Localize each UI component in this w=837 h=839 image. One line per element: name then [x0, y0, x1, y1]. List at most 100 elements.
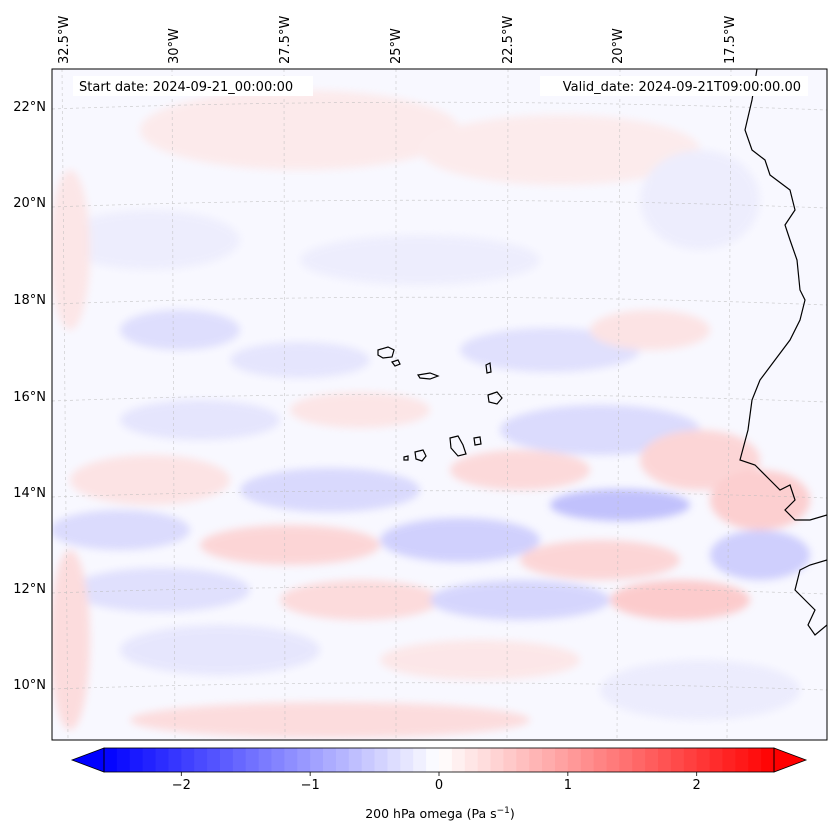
lat-label: 22°N	[13, 100, 46, 115]
cape-verde-santiago	[449, 435, 467, 457]
colorbar-segment	[761, 748, 775, 772]
lon-label: 17.5°W	[723, 16, 738, 64]
colorbar-segment	[142, 748, 157, 772]
colorbar-segment	[503, 748, 517, 772]
colorbar-segment	[271, 748, 285, 772]
colorbar-segment	[542, 748, 556, 772]
graticule	[52, 69, 827, 740]
colorbar-segment	[361, 748, 376, 772]
colorbar-segment	[245, 748, 260, 772]
valid-date-box	[540, 76, 808, 96]
colorbar-segment	[426, 748, 440, 772]
colorbar-segment	[735, 748, 749, 772]
colorbar-tick-label: 2	[693, 778, 701, 793]
colorbar-segment	[116, 748, 131, 772]
colorbar-label-exponent: −1	[496, 806, 510, 816]
lon-label: 20°W	[611, 28, 626, 64]
cape-verde-santo-antao	[377, 346, 395, 359]
colorbar-segment	[658, 748, 672, 772]
cape-verde-boa-vista	[487, 391, 503, 405]
colorbar-tick-label: 1	[564, 778, 572, 793]
lat-label: 16°N	[13, 390, 46, 405]
colorbar-max-extension	[773, 747, 808, 773]
longitude-labels: 32.5°W 30°W 27.5°W 25°W 22.5°W 20°W 17.5…	[57, 16, 738, 64]
colorbar-segment	[374, 748, 389, 772]
lat-label: 14°N	[13, 486, 46, 501]
cape-verde-sal	[485, 362, 492, 374]
map-panel: Start date: 2024-09-21_00:00:00 Valid_da…	[52, 69, 827, 740]
colorbar-segment	[529, 748, 543, 772]
colorbar-segment	[709, 748, 724, 772]
lat-label: 10°N	[13, 678, 46, 693]
colorbar-segment	[168, 748, 182, 772]
lon-label: 22.5°W	[501, 16, 516, 64]
colorbar-segment	[284, 748, 298, 772]
valid-date-text: Valid_date: 2024-09-21T09:00:00.00	[563, 80, 801, 95]
colorbar-segment	[722, 748, 736, 772]
cape-verde-sao-nicolau	[416, 372, 440, 380]
colorbar-segment	[516, 748, 530, 772]
colorbar-segment	[181, 748, 195, 772]
colorbar-segment	[335, 748, 350, 772]
omega-field	[52, 90, 810, 738]
cape-verde-sao-vicente	[391, 359, 401, 367]
colorbar-segment	[748, 748, 762, 772]
colorbar-segment	[413, 748, 427, 772]
colorbar-segment	[464, 748, 479, 772]
colorbar-segment	[310, 748, 324, 772]
colorbar-segment	[207, 748, 221, 772]
colorbar-segment	[104, 748, 118, 772]
coastlines	[377, 69, 827, 636]
colorbar-tick-label: 0	[435, 778, 443, 793]
colorbar-segment	[387, 748, 401, 772]
start-date-box	[73, 76, 313, 96]
colorbar-segment	[606, 748, 620, 772]
lon-label: 32.5°W	[57, 16, 72, 64]
colorbar-segment	[580, 748, 595, 772]
lon-label: 27.5°W	[278, 16, 293, 64]
lat-label: 12°N	[13, 582, 46, 597]
colorbar-segment	[232, 748, 247, 772]
latitude-labels: 22°N 20°N 18°N 16°N 14°N 12°N 10°N	[13, 100, 46, 693]
colorbar-segment	[645, 748, 659, 772]
colorbar-min-extension	[70, 747, 105, 773]
lat-label: 20°N	[13, 196, 46, 211]
colorbar-segments	[104, 748, 775, 772]
colorbar-segment	[696, 748, 711, 772]
colorbar-segment	[567, 748, 582, 772]
colorbar-segment	[632, 748, 646, 772]
colorbar-ticks: −2 −1 0 1 2	[172, 772, 701, 793]
map-frame	[51, 68, 828, 741]
colorbar-segment	[297, 748, 311, 772]
africa-coastline	[739, 69, 827, 636]
cape-verde-fogo	[414, 449, 427, 462]
colorbar-segment	[490, 748, 505, 772]
colorbar-segment	[323, 748, 337, 772]
lon-label: 25°W	[389, 28, 404, 64]
colorbar-segment	[219, 748, 234, 772]
start-date-text: Start date: 2024-09-21_00:00:00	[79, 80, 293, 95]
colorbar-segment	[258, 748, 273, 772]
colorbar-segment	[670, 748, 685, 772]
colorbar-label-text: 200 hPa omega (Pa s	[365, 806, 497, 822]
cape-verde-maio	[473, 436, 482, 446]
colorbar-segment	[554, 748, 569, 772]
colorbar: −2 −1 0 1 2	[70, 747, 808, 793]
colorbar-segment	[593, 748, 608, 772]
lat-label: 18°N	[13, 293, 46, 308]
colorbar-segment	[439, 748, 453, 772]
lon-label: 30°W	[167, 28, 182, 64]
colorbar-segment	[400, 748, 414, 772]
colorbar-segment	[683, 748, 698, 772]
colorbar-label-close: )	[509, 806, 515, 822]
colorbar-segment	[619, 748, 633, 772]
cape-verde-brava	[403, 455, 409, 461]
colorbar-tick-label: −1	[301, 778, 320, 793]
colorbar-segment	[477, 748, 492, 772]
colorbar-segment	[129, 748, 144, 772]
colorbar-segment	[348, 748, 363, 772]
colorbar-segment	[194, 748, 208, 772]
colorbar-segment	[155, 748, 170, 772]
colorbar-segment	[451, 748, 466, 772]
